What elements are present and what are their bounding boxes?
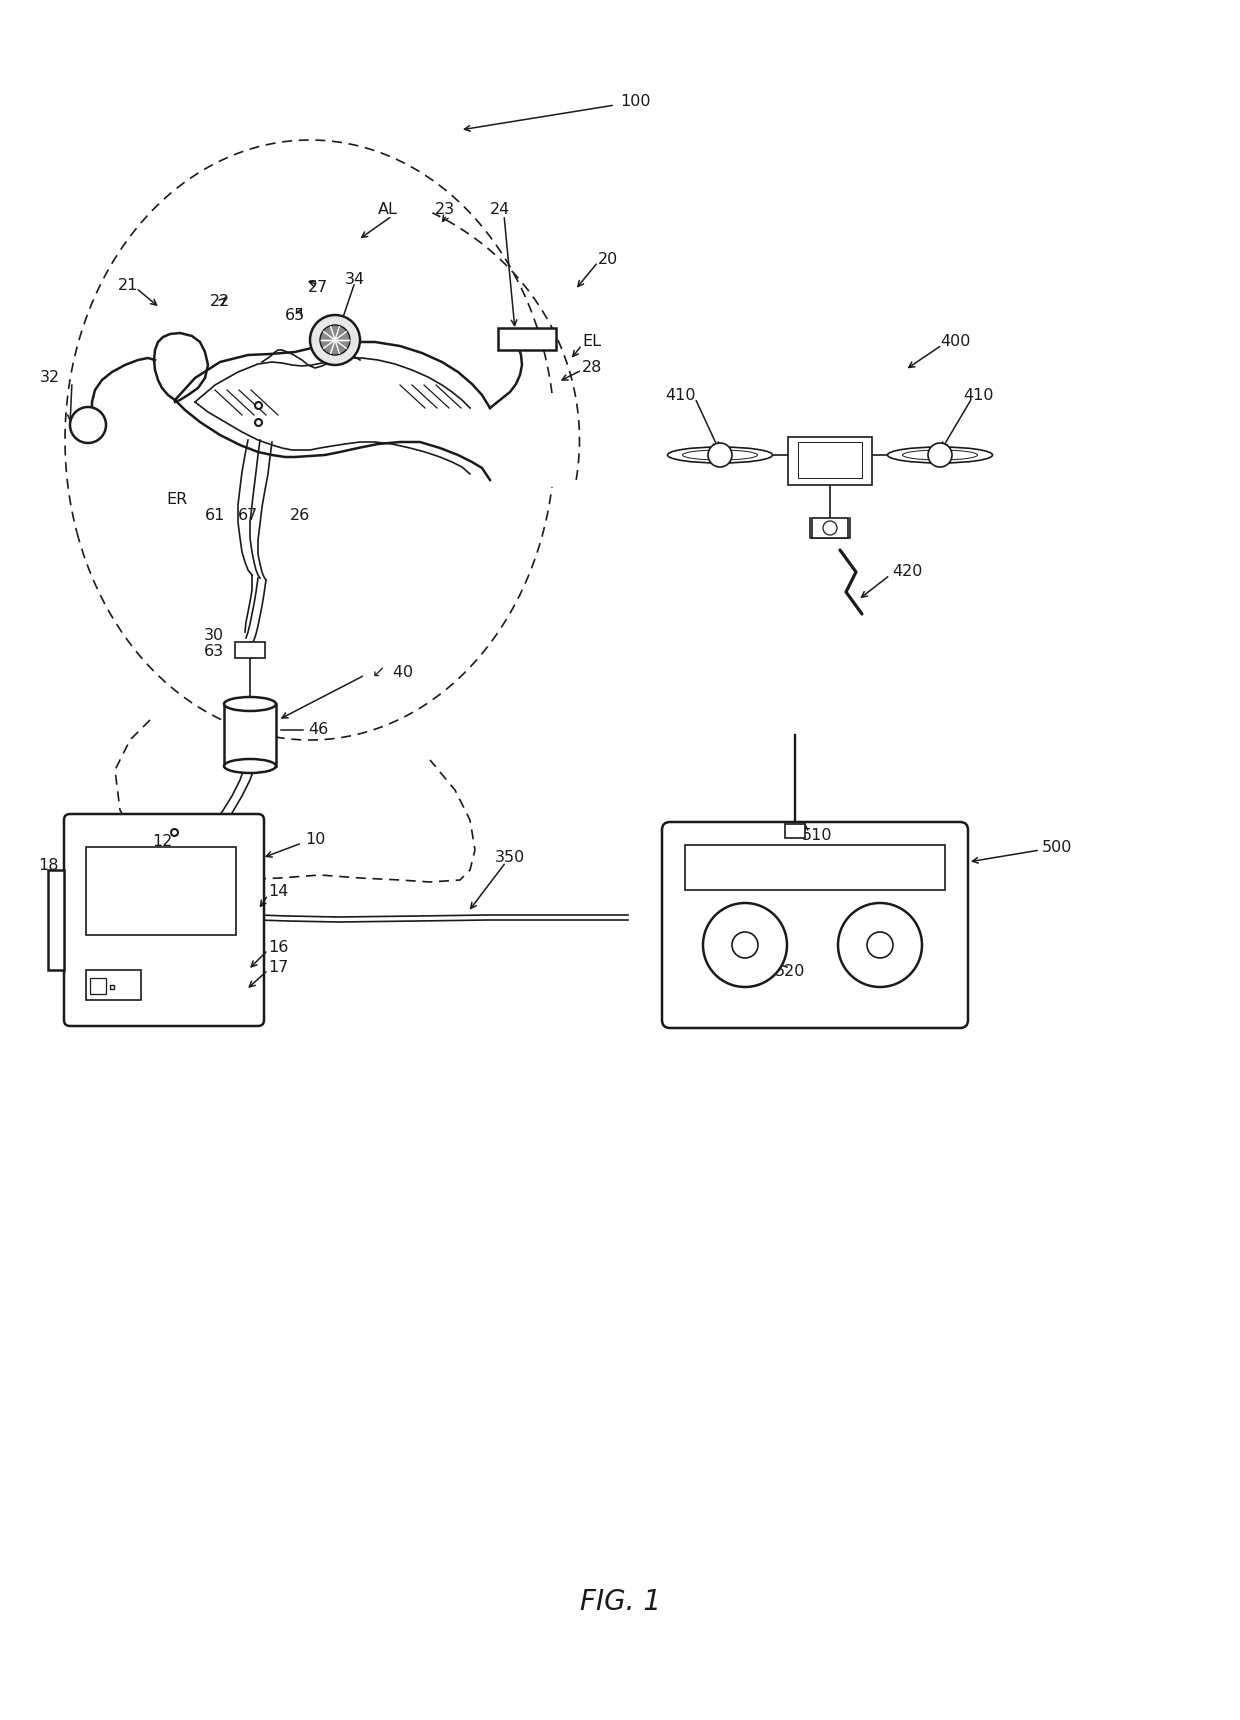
Text: FIG. 1: FIG. 1 [579,1588,661,1617]
Text: 12: 12 [151,834,172,850]
Text: 24: 24 [490,203,510,217]
Text: ER: ER [166,492,188,507]
Circle shape [703,903,787,987]
Bar [48,870,64,970]
Text: 18: 18 [37,858,58,872]
Text: 32: 32 [40,370,60,385]
Bar [86,970,141,999]
Bar [799,442,862,478]
Text: 34: 34 [345,272,365,287]
Text: AL: AL [378,203,398,217]
Text: 61: 61 [205,507,226,523]
Text: 350: 350 [495,850,525,865]
Text: 23: 23 [435,203,455,217]
Text: 65: 65 [285,308,305,323]
Ellipse shape [888,447,992,463]
Text: 400: 400 [940,334,971,349]
Ellipse shape [667,447,773,463]
Text: EL: EL [582,334,601,349]
Bar [812,518,848,538]
Circle shape [838,903,923,987]
Text: 63: 63 [203,645,224,659]
Text: 46: 46 [308,722,329,738]
Bar [91,979,105,994]
Text: 17: 17 [268,960,289,975]
Bar [684,845,945,889]
Text: 28: 28 [582,361,603,375]
Bar [787,437,872,485]
Bar [236,642,265,659]
Text: 500: 500 [1042,841,1073,855]
Text: 420: 420 [892,564,923,580]
Bar [498,329,556,349]
Text: 27: 27 [308,280,329,296]
Text: 510: 510 [802,827,832,843]
Text: 410: 410 [962,387,993,402]
Text: 22: 22 [210,294,231,310]
Circle shape [310,315,360,365]
Text: 10: 10 [305,832,325,848]
Text: 16: 16 [268,941,289,956]
Circle shape [928,444,952,468]
Circle shape [69,408,105,444]
Bar [785,824,805,838]
Bar [86,846,236,936]
Ellipse shape [224,697,277,710]
FancyBboxPatch shape [64,814,264,1027]
Text: $\swarrow$ 40: $\swarrow$ 40 [368,664,414,679]
Text: 67: 67 [238,507,258,523]
Text: 26: 26 [290,507,310,523]
Circle shape [320,325,350,354]
Text: 21: 21 [118,277,138,292]
Text: 100: 100 [620,95,651,110]
Text: 520: 520 [775,965,805,979]
Bar [224,703,277,765]
Ellipse shape [224,759,277,772]
Text: 30: 30 [203,628,224,643]
Circle shape [708,444,732,468]
Text: 20: 20 [598,253,619,268]
Text: 14: 14 [268,884,289,900]
Text: 410: 410 [665,387,696,402]
FancyBboxPatch shape [662,822,968,1029]
